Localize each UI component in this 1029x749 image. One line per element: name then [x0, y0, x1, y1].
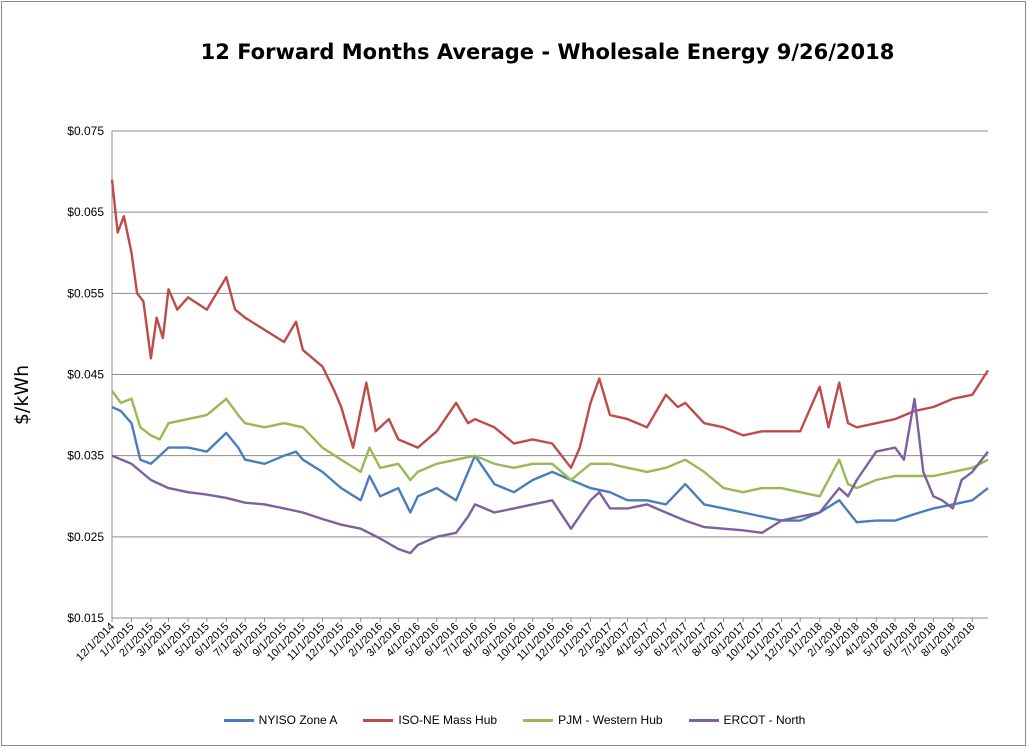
series-line-iso-ne-mass-hub — [110, 179, 990, 469]
legend-swatch — [523, 718, 554, 722]
y-tick-label: $0.025 — [67, 530, 104, 544]
legend-item: ERCOT - North — [688, 713, 806, 727]
legend-label: NYISO Zone A — [258, 713, 338, 727]
legend: NYISO Zone A ISO-NE Mass Hub PJM - Western… — [0, 713, 1029, 727]
y-tick-label: $0.045 — [67, 368, 104, 382]
legend-swatch — [688, 718, 719, 722]
legend-label: ERCOT - North — [723, 713, 806, 727]
y-tick-label: $0.065 — [67, 205, 104, 219]
y-tick-label: $0.055 — [67, 286, 104, 300]
legend-item: PJM - Western Hub — [523, 713, 663, 727]
legend-label: PJM - Western Hub — [558, 713, 663, 727]
legend-swatch — [223, 718, 254, 722]
y-tick-label: $0.075 — [67, 124, 104, 138]
legend-item: NYISO Zone A — [223, 713, 338, 727]
chart-title: 12 Forward Months Average - Wholesale En… — [200, 40, 895, 64]
series-line-pjm-western-hub — [111, 389, 989, 498]
legend-label: ISO-NE Mass Hub — [398, 713, 498, 727]
legend-item: ISO-NE Mass Hub — [363, 713, 497, 727]
y-tick-label: $0.035 — [67, 449, 104, 463]
series-line-ercot-north — [111, 397, 989, 555]
series-line-nyiso-zone-a — [111, 405, 989, 524]
legend-swatch — [363, 718, 394, 722]
y-tick-label: $0.015 — [67, 611, 104, 625]
